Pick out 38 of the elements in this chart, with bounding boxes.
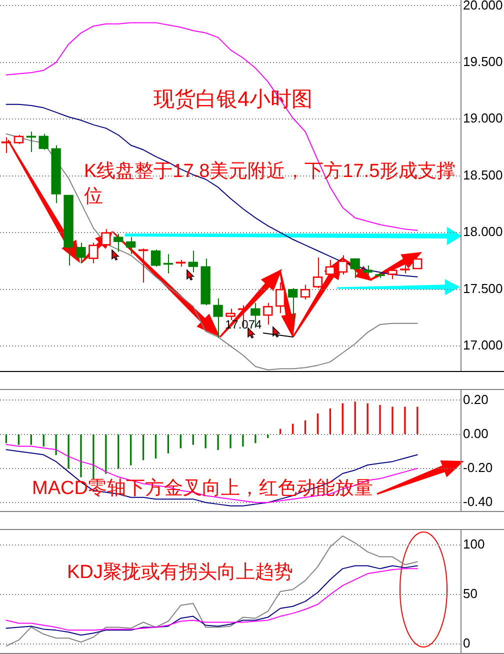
y-tick-label: 0.20 xyxy=(463,392,488,407)
candlestick xyxy=(350,258,360,278)
candlestick xyxy=(263,302,273,325)
candlestick xyxy=(188,250,198,273)
candlestick xyxy=(101,228,111,248)
candlestick xyxy=(126,236,136,255)
candlestick xyxy=(312,257,323,289)
y-tick-label: -0.20 xyxy=(463,460,493,475)
candlestick xyxy=(400,264,410,274)
annotation: KDJ聚拢或有拐头向上趋势 xyxy=(67,562,293,584)
y-tick-label: 100 xyxy=(463,536,485,552)
candlestick xyxy=(76,242,86,264)
candlestick xyxy=(150,249,161,268)
y-tick-label: 17.000 xyxy=(463,338,503,353)
candlestick xyxy=(388,267,398,280)
y-tick-label: 19.000 xyxy=(463,110,503,126)
candlestick xyxy=(362,264,372,276)
y-tick-label: 0 xyxy=(463,636,470,651)
y-tick-label: 0.00 xyxy=(463,426,488,441)
y-tick-label: 20.000 xyxy=(463,0,503,12)
candlestick xyxy=(88,242,98,264)
candlestick xyxy=(14,134,24,145)
candlestick xyxy=(226,308,236,320)
y-tick-label: 18.500 xyxy=(463,167,503,182)
candlestick xyxy=(338,254,348,276)
candlestick xyxy=(276,282,286,314)
candlestick xyxy=(1,136,12,154)
y-tick-label: 18.000 xyxy=(463,224,503,240)
candlestick xyxy=(412,258,422,270)
candlestick xyxy=(213,298,223,338)
candlestick xyxy=(38,133,48,150)
candlestick xyxy=(300,284,310,300)
y-tick-label: 50 xyxy=(463,586,478,602)
candlestick xyxy=(114,233,124,252)
y-tick-label: 17.500 xyxy=(463,280,503,296)
y-tick-label: 19.500 xyxy=(463,54,503,69)
y-tick-label: -0.40 xyxy=(463,494,493,510)
candlestick xyxy=(288,288,298,320)
